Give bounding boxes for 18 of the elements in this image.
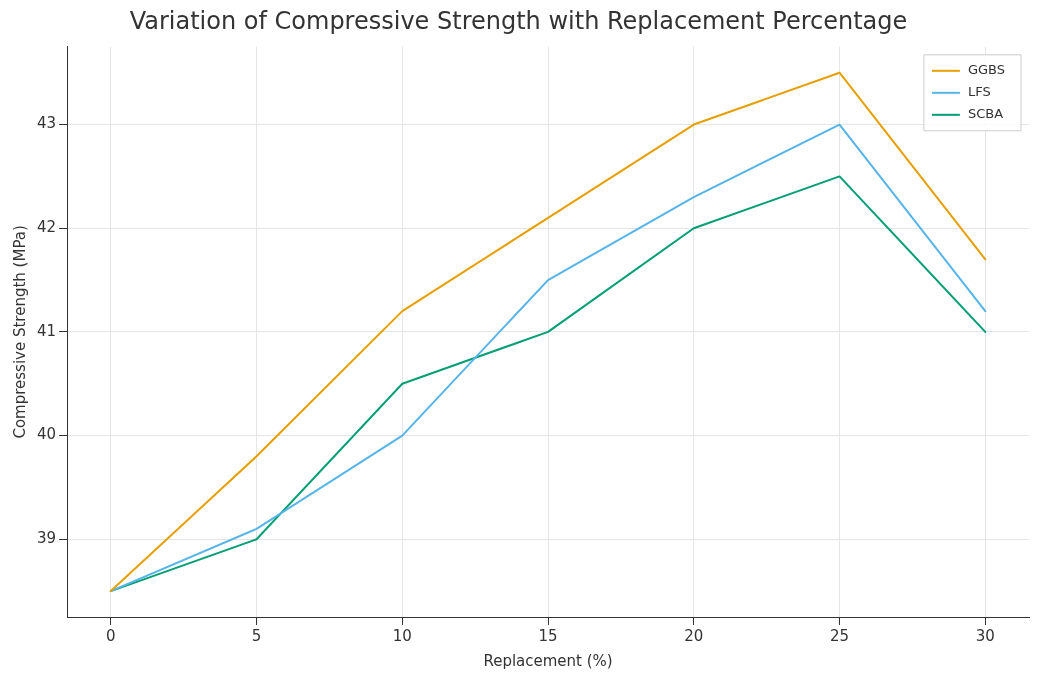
y-axis-title: Compressive Strength (MPa) — [10, 225, 29, 439]
x-tick-label: 20 — [684, 626, 704, 645]
y-tick-label: 42 — [36, 218, 57, 237]
legend-label: LFS — [967, 84, 991, 100]
chart-title: Variation of Compressive Strength with Replacement Percentage — [129, 6, 908, 35]
legend-label: GGBS — [967, 62, 1005, 78]
legend-label: SCBA — [967, 106, 1004, 122]
x-tick-label: 15 — [538, 626, 558, 645]
y-tick-label: 43 — [36, 114, 57, 133]
x-axis-title: Replacement (%) — [483, 651, 613, 670]
x-tick-label: 30 — [975, 626, 995, 645]
x-tick-label: 10 — [392, 626, 412, 645]
y-tick-label: 39 — [36, 529, 57, 548]
y-tick-label: 40 — [36, 425, 57, 444]
y-tick-label: 41 — [36, 321, 57, 340]
x-tick-label: 5 — [251, 626, 262, 645]
x-tick-label: 0 — [106, 626, 116, 645]
x-tick-label: 25 — [829, 626, 850, 645]
